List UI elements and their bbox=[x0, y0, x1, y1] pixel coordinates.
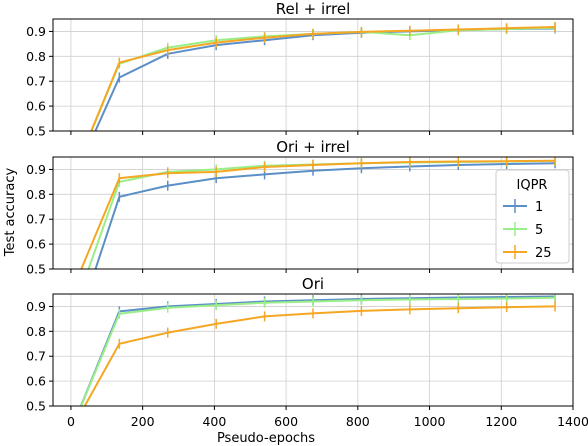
legend-label-25: 25 bbox=[535, 246, 552, 261]
y-tick-label: 0.8 bbox=[26, 187, 46, 202]
series-line-iqpr-25 bbox=[80, 159, 556, 269]
series-line-iqpr-5 bbox=[90, 26, 556, 131]
legend-title: IQPR bbox=[517, 178, 548, 193]
series-line-iqpr-25 bbox=[90, 26, 556, 131]
y-tick-label: 0.5 bbox=[26, 124, 46, 139]
legend: IQPR 1 5 25 bbox=[495, 169, 570, 264]
y-tick-label: 0.7 bbox=[26, 212, 46, 227]
y-tick-label: 0.6 bbox=[26, 374, 46, 389]
x-tick-label: 0 bbox=[67, 414, 75, 429]
panel-1-frame bbox=[52, 18, 574, 132]
y-tick-label: 0.9 bbox=[26, 162, 46, 177]
legend-box bbox=[495, 169, 570, 264]
series-line-iqpr-5 bbox=[87, 159, 556, 269]
panel-3-frame bbox=[52, 293, 574, 407]
x-tick-label: 1400 bbox=[557, 414, 588, 429]
panel-3: Ori 0.5 0.6 0.7 0.8 0.9 bbox=[26, 275, 574, 414]
y-tick-label: 0.9 bbox=[26, 299, 46, 314]
x-axis-label: Pseudo-epochs bbox=[217, 431, 315, 446]
y-axis-label: Test accuracy bbox=[3, 168, 18, 258]
y-tick-label: 0.8 bbox=[26, 49, 46, 64]
legend-label-5: 5 bbox=[535, 223, 543, 238]
y-tick-label: 0.6 bbox=[26, 237, 46, 252]
panel-3-title: Ori bbox=[302, 275, 324, 293]
y-tick-label: 0.5 bbox=[26, 399, 46, 414]
x-tick-label: 800 bbox=[346, 414, 370, 429]
y-tick-label: 0.5 bbox=[26, 262, 46, 277]
panel-1: Rel + irrel 0.5 0.6 0.7 0.8 0.9 bbox=[26, 0, 574, 139]
x-tick-label: 200 bbox=[131, 414, 155, 429]
y-tick-label: 0.9 bbox=[26, 24, 46, 39]
x-tick-label: 600 bbox=[274, 414, 298, 429]
panel-1-title: Rel + irrel bbox=[276, 0, 351, 18]
x-tick-label: 400 bbox=[202, 414, 226, 429]
panel-2: Ori + irrel 0.5 0.6 0.7 0.8 0.9 bbox=[26, 138, 574, 277]
legend-label-1: 1 bbox=[535, 200, 543, 215]
x-tick-labels: 0 200 400 600 800 1000 1200 1400 bbox=[67, 414, 588, 429]
series-line-iqpr-25 bbox=[83, 305, 556, 406]
y-tick-label: 0.7 bbox=[26, 349, 46, 364]
panel-2-title: Ori + irrel bbox=[276, 138, 350, 156]
x-tick-label: 1000 bbox=[414, 414, 446, 429]
y-tick-label: 0.7 bbox=[26, 74, 46, 89]
x-tick-label: 1200 bbox=[485, 414, 517, 429]
y-tick-label: 0.8 bbox=[26, 324, 46, 339]
y-tick-label: 0.6 bbox=[26, 99, 46, 114]
panel-2-frame bbox=[52, 156, 574, 270]
